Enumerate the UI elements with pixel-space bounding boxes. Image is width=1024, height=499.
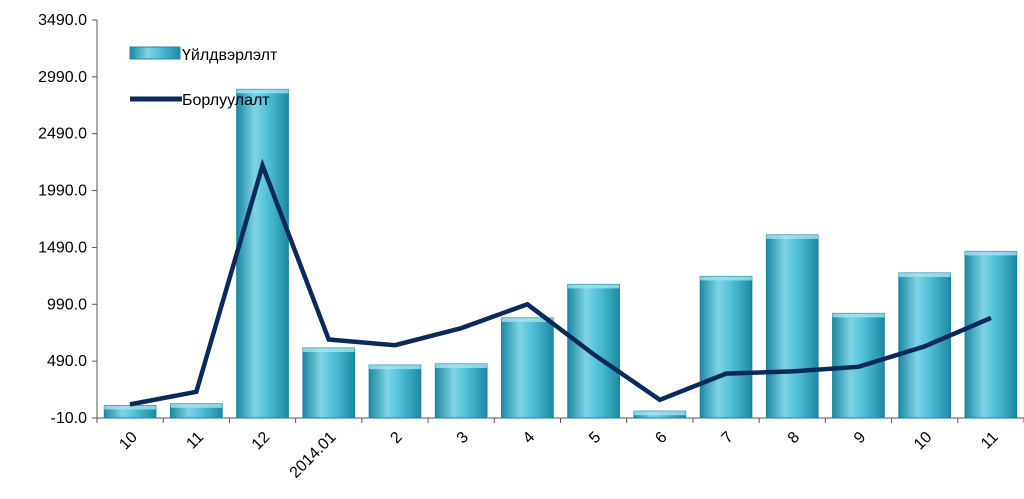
y-tick-label: 2490.0 (38, 126, 87, 143)
y-tick-label: 1490.0 (38, 239, 87, 256)
bar-top-highlight (170, 403, 223, 408)
line-point (195, 391, 197, 393)
bar-top-highlight (633, 411, 686, 416)
bar-top-highlight (435, 363, 488, 368)
line-point (791, 370, 793, 372)
y-tick-label: -10.0 (51, 410, 88, 427)
bar-top-highlight (965, 251, 1017, 256)
x-tick-label: 2 (387, 429, 405, 447)
y-tick-label: 2990.0 (38, 69, 87, 86)
line-point (129, 403, 131, 405)
x-tick-label: 3 (454, 429, 472, 447)
x-tick-label: 9 (851, 429, 869, 447)
y-tick-label: 990.0 (47, 296, 87, 313)
x-tick-label: 7 (719, 429, 737, 447)
bar (964, 250, 1018, 419)
legend: Үйлдвэрлэлт Борлуулалт (129, 46, 278, 109)
bar (501, 317, 554, 419)
x-tick-label: 10 (116, 429, 141, 454)
x-tick-label: 4 (520, 429, 538, 447)
bar (434, 363, 488, 419)
legend-bar-label: Үйлдвэрлэлт (182, 47, 278, 64)
bar-top-highlight (369, 365, 421, 370)
line-point (659, 399, 661, 401)
line-point (526, 303, 528, 305)
bar-top-highlight (898, 273, 951, 278)
line-point (924, 345, 926, 347)
x-axis: 10 11 12 2014.01 2 3 4 5 6 7 8 9 10 11 (96, 417, 1024, 482)
line-series (129, 158, 992, 407)
line-point (262, 165, 264, 167)
bar-top-highlight (236, 89, 289, 94)
x-tick-label: 11 (183, 429, 207, 453)
x-tick-label: 8 (785, 429, 803, 447)
line-path (129, 158, 992, 407)
bar (765, 234, 819, 419)
y-tick-label: 490.0 (47, 353, 87, 370)
line-point (857, 366, 859, 368)
legend-line-label: Борлуулалт (182, 92, 270, 109)
bar-top-highlight (302, 348, 355, 353)
x-tick-label: 2014.01 (287, 429, 340, 482)
legend-bar-swatch (129, 46, 181, 60)
x-tick-label: 5 (586, 429, 604, 447)
bar-top-highlight (567, 284, 620, 289)
y-tick-label: 3490.0 (38, 12, 87, 29)
bar (236, 88, 289, 419)
line-point (328, 339, 330, 341)
bar-top-highlight (832, 313, 885, 318)
line-point (593, 353, 595, 355)
line-point (725, 373, 727, 375)
bar (302, 347, 356, 419)
bar (368, 364, 422, 419)
x-tick-label: 12 (249, 429, 274, 454)
bar-top-highlight (700, 276, 752, 281)
bar-series (103, 88, 1018, 419)
x-tick-label: 11 (978, 429, 1002, 453)
bar-top-highlight (501, 317, 554, 322)
line-point (990, 317, 992, 319)
y-tick-label: 1990.0 (38, 183, 87, 200)
line-point (394, 344, 396, 346)
bar (699, 275, 753, 419)
bar (567, 283, 620, 419)
x-tick-label: 10 (911, 429, 936, 454)
bar-top-highlight (104, 405, 156, 410)
line-point (460, 327, 462, 329)
y-axis: 3490.0 2990.0 2490.0 1990.0 1490.0 990.0 490.0… (38, 12, 98, 427)
bar-top-highlight (766, 234, 819, 239)
x-tick-label: 6 (652, 429, 670, 447)
